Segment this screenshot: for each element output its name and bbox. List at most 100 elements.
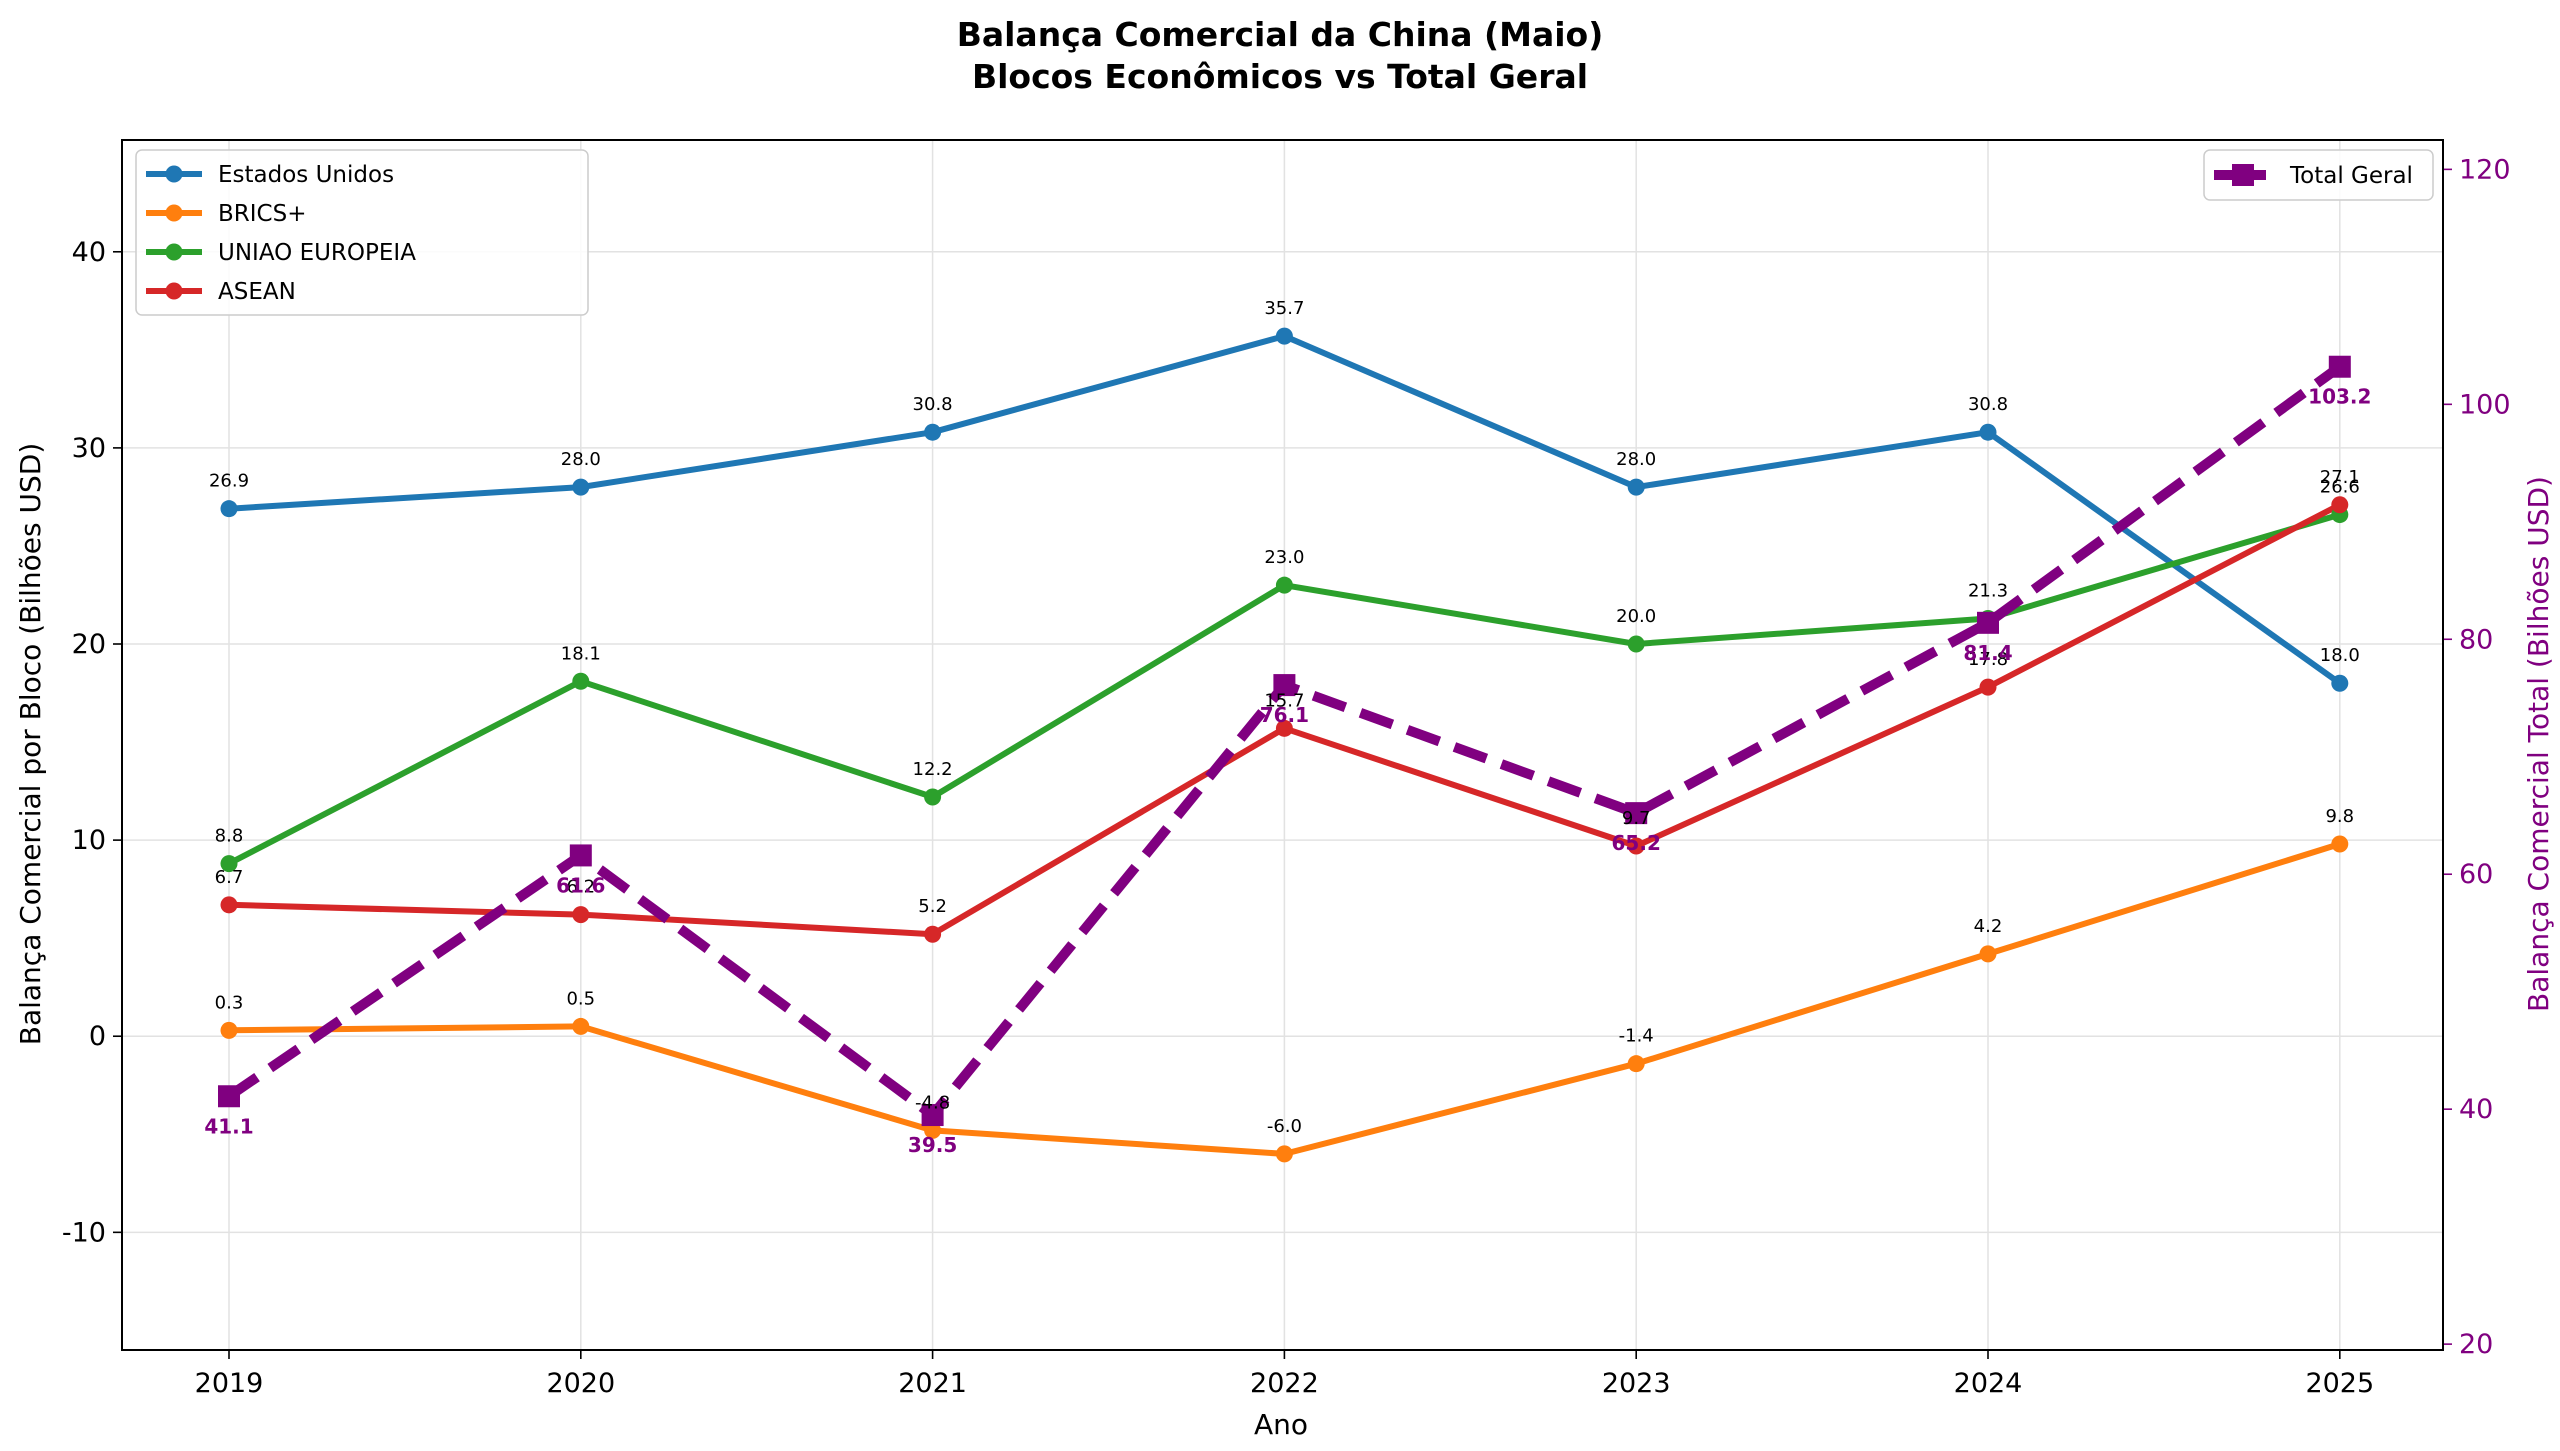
data-label-total-geral: 76.1: [1260, 703, 1309, 727]
data-label-total-geral: 41.1: [204, 1114, 253, 1138]
x-tick-label: 2024: [1954, 1368, 2023, 1399]
marker-total-geral: [2328, 355, 2351, 378]
data-label-brics-: 0.3: [215, 992, 244, 1013]
y-right-tick-label: 60: [2459, 859, 2493, 890]
legend-item-label: ASEAN: [218, 279, 296, 305]
marker-brics-: [1979, 945, 1997, 963]
marker-brics-: [1627, 1055, 1645, 1073]
data-label-uniao-europeia: 12.2: [913, 759, 953, 780]
legend-item-label: UNIAO EUROPEIA: [218, 240, 416, 266]
marker-asean: [572, 906, 590, 924]
data-label-brics-: 4.2: [1974, 916, 2003, 937]
x-tick-label: 2022: [1250, 1368, 1319, 1399]
x-tick-label: 2020: [546, 1368, 615, 1399]
y-right-tick-label: 120: [2459, 154, 2511, 185]
data-label-asean: 15.7: [1264, 690, 1304, 711]
data-label-asean: 6.7: [215, 867, 244, 888]
y-right-tick-label: 20: [2459, 1329, 2493, 1360]
y-right-tick-label: 40: [2459, 1094, 2493, 1125]
data-label-brics-: -4.8: [915, 1092, 950, 1113]
marker-asean: [1627, 837, 1645, 855]
marker-total-geral: [1977, 611, 1999, 634]
y-tick-label: 40: [72, 237, 106, 268]
marker-total-geral: [921, 1104, 944, 1127]
data-label-estados-unidos: 28.0: [1616, 449, 1656, 470]
marker-estados-unidos: [924, 423, 942, 441]
marker-estados-unidos: [220, 500, 238, 518]
marker-uniao-europeia: [572, 672, 590, 690]
data-label-uniao-europeia: 20.0: [1616, 606, 1656, 627]
marker-brics-: [572, 1017, 590, 1035]
chart-subtitle: Blocos Econômicos vs Total Geral: [972, 57, 1588, 96]
data-label-estados-unidos: 28.0: [561, 449, 601, 470]
marker-uniao-europeia: [1627, 635, 1645, 653]
marker-uniao-europeia: [220, 855, 238, 873]
marker-asean: [2331, 496, 2349, 514]
data-label-asean: 5.2: [918, 896, 947, 917]
data-label-brics-: -6.0: [1267, 1116, 1302, 1137]
axis-ticks: 2019 2020 2021 2022 2023 2024 2025 -10 0 10 20 30 40…: [62, 154, 2511, 1399]
data-label-total-geral: 103.2: [2308, 385, 2371, 409]
grid: [122, 140, 2443, 1350]
x-tick-label: 2023: [1602, 1368, 1671, 1399]
marker-brics-: [220, 1021, 238, 1039]
y-axis-right-label: Balança Comercial Total (Bilhões USD): [2522, 476, 2555, 1012]
legend-swatch-marker: [165, 243, 183, 261]
y-right-tick-label: 100: [2459, 389, 2511, 420]
y-tick-label: 20: [72, 629, 106, 660]
data-label-uniao-europeia: 21.3: [1968, 581, 2008, 602]
data-label-estados-unidos: 18.0: [2320, 645, 2360, 666]
legend-swatch-marker: [165, 282, 183, 300]
marker-estados-unidos: [1979, 423, 1997, 441]
marker-uniao-europeia: [1275, 576, 1293, 594]
data-label-asean: 17.8: [1968, 649, 2008, 670]
data-label-estados-unidos: 26.9: [209, 471, 249, 492]
marker-uniao-europeia: [924, 788, 942, 806]
legend-right-box: [2203, 149, 2434, 201]
marker-asean: [220, 896, 238, 914]
legend-item-label: Estados Unidos: [218, 162, 394, 188]
x-tick-label: 2021: [898, 1368, 967, 1399]
data-label-uniao-europeia: 18.1: [561, 643, 601, 664]
marker-total-geral: [1625, 802, 1648, 825]
legend-item-label: BRICS+: [218, 201, 306, 227]
y-tick-label: -10: [62, 1217, 106, 1248]
y-tick-label: 0: [89, 1021, 106, 1052]
data-label-uniao-europeia: 8.8: [215, 826, 244, 847]
marker-asean: [924, 925, 942, 943]
marker-estados-unidos: [1627, 478, 1645, 496]
y-right-tick-label: 80: [2459, 624, 2493, 655]
marker-total-geral: [218, 1085, 240, 1108]
data-label-estados-unidos: 30.8: [913, 394, 953, 415]
data-label-brics-: 0.5: [566, 988, 595, 1009]
marker-asean: [1979, 678, 1997, 696]
marker-estados-unidos: [2331, 674, 2349, 692]
data-label-estados-unidos: 35.7: [1264, 298, 1304, 319]
data-label-estados-unidos: 30.8: [1968, 394, 2008, 415]
data-label-uniao-europeia: 26.6: [2320, 477, 2360, 498]
data-label-asean: 6.2: [566, 877, 595, 898]
marker-estados-unidos: [1275, 327, 1293, 345]
plot-frame: [121, 139, 2444, 1351]
legend-swatch-marker: [2232, 164, 2254, 186]
marker-brics-: [1275, 1145, 1293, 1163]
data-label-total-geral: 65.2: [1612, 831, 1661, 855]
data-label-total-geral: 61.6: [556, 873, 605, 897]
data-label-uniao-europeia: 23.0: [1264, 547, 1304, 568]
y-tick-label: 10: [72, 825, 106, 856]
marker-total-geral: [1273, 674, 1296, 697]
data-label-total-geral: 81.4: [1963, 641, 2012, 665]
legend-swatch-marker: [165, 204, 183, 222]
data-label-brics-: 9.8: [2325, 806, 2354, 827]
data-labels: 26.9 28.0 30.8 35.7 28.0 30.8 18.0 0.3 0.5 -4.8 -6…: [204, 298, 2371, 1157]
marker-brics-: [2331, 835, 2349, 853]
data-label-total-geral: 39.5: [908, 1133, 957, 1157]
x-axis-label: Ano: [1254, 1408, 1308, 1441]
x-tick-label: 2019: [195, 1368, 264, 1399]
chart-title: Balança Comercial da China (Maio): [957, 15, 1604, 54]
data-label-asean: 27.1: [2320, 467, 2360, 488]
data-label-asean: 9.7: [1622, 808, 1651, 829]
marker-asean: [1275, 719, 1293, 737]
legend-right: Total Geral: [2203, 149, 2434, 201]
marker-estados-unidos: [572, 478, 590, 496]
